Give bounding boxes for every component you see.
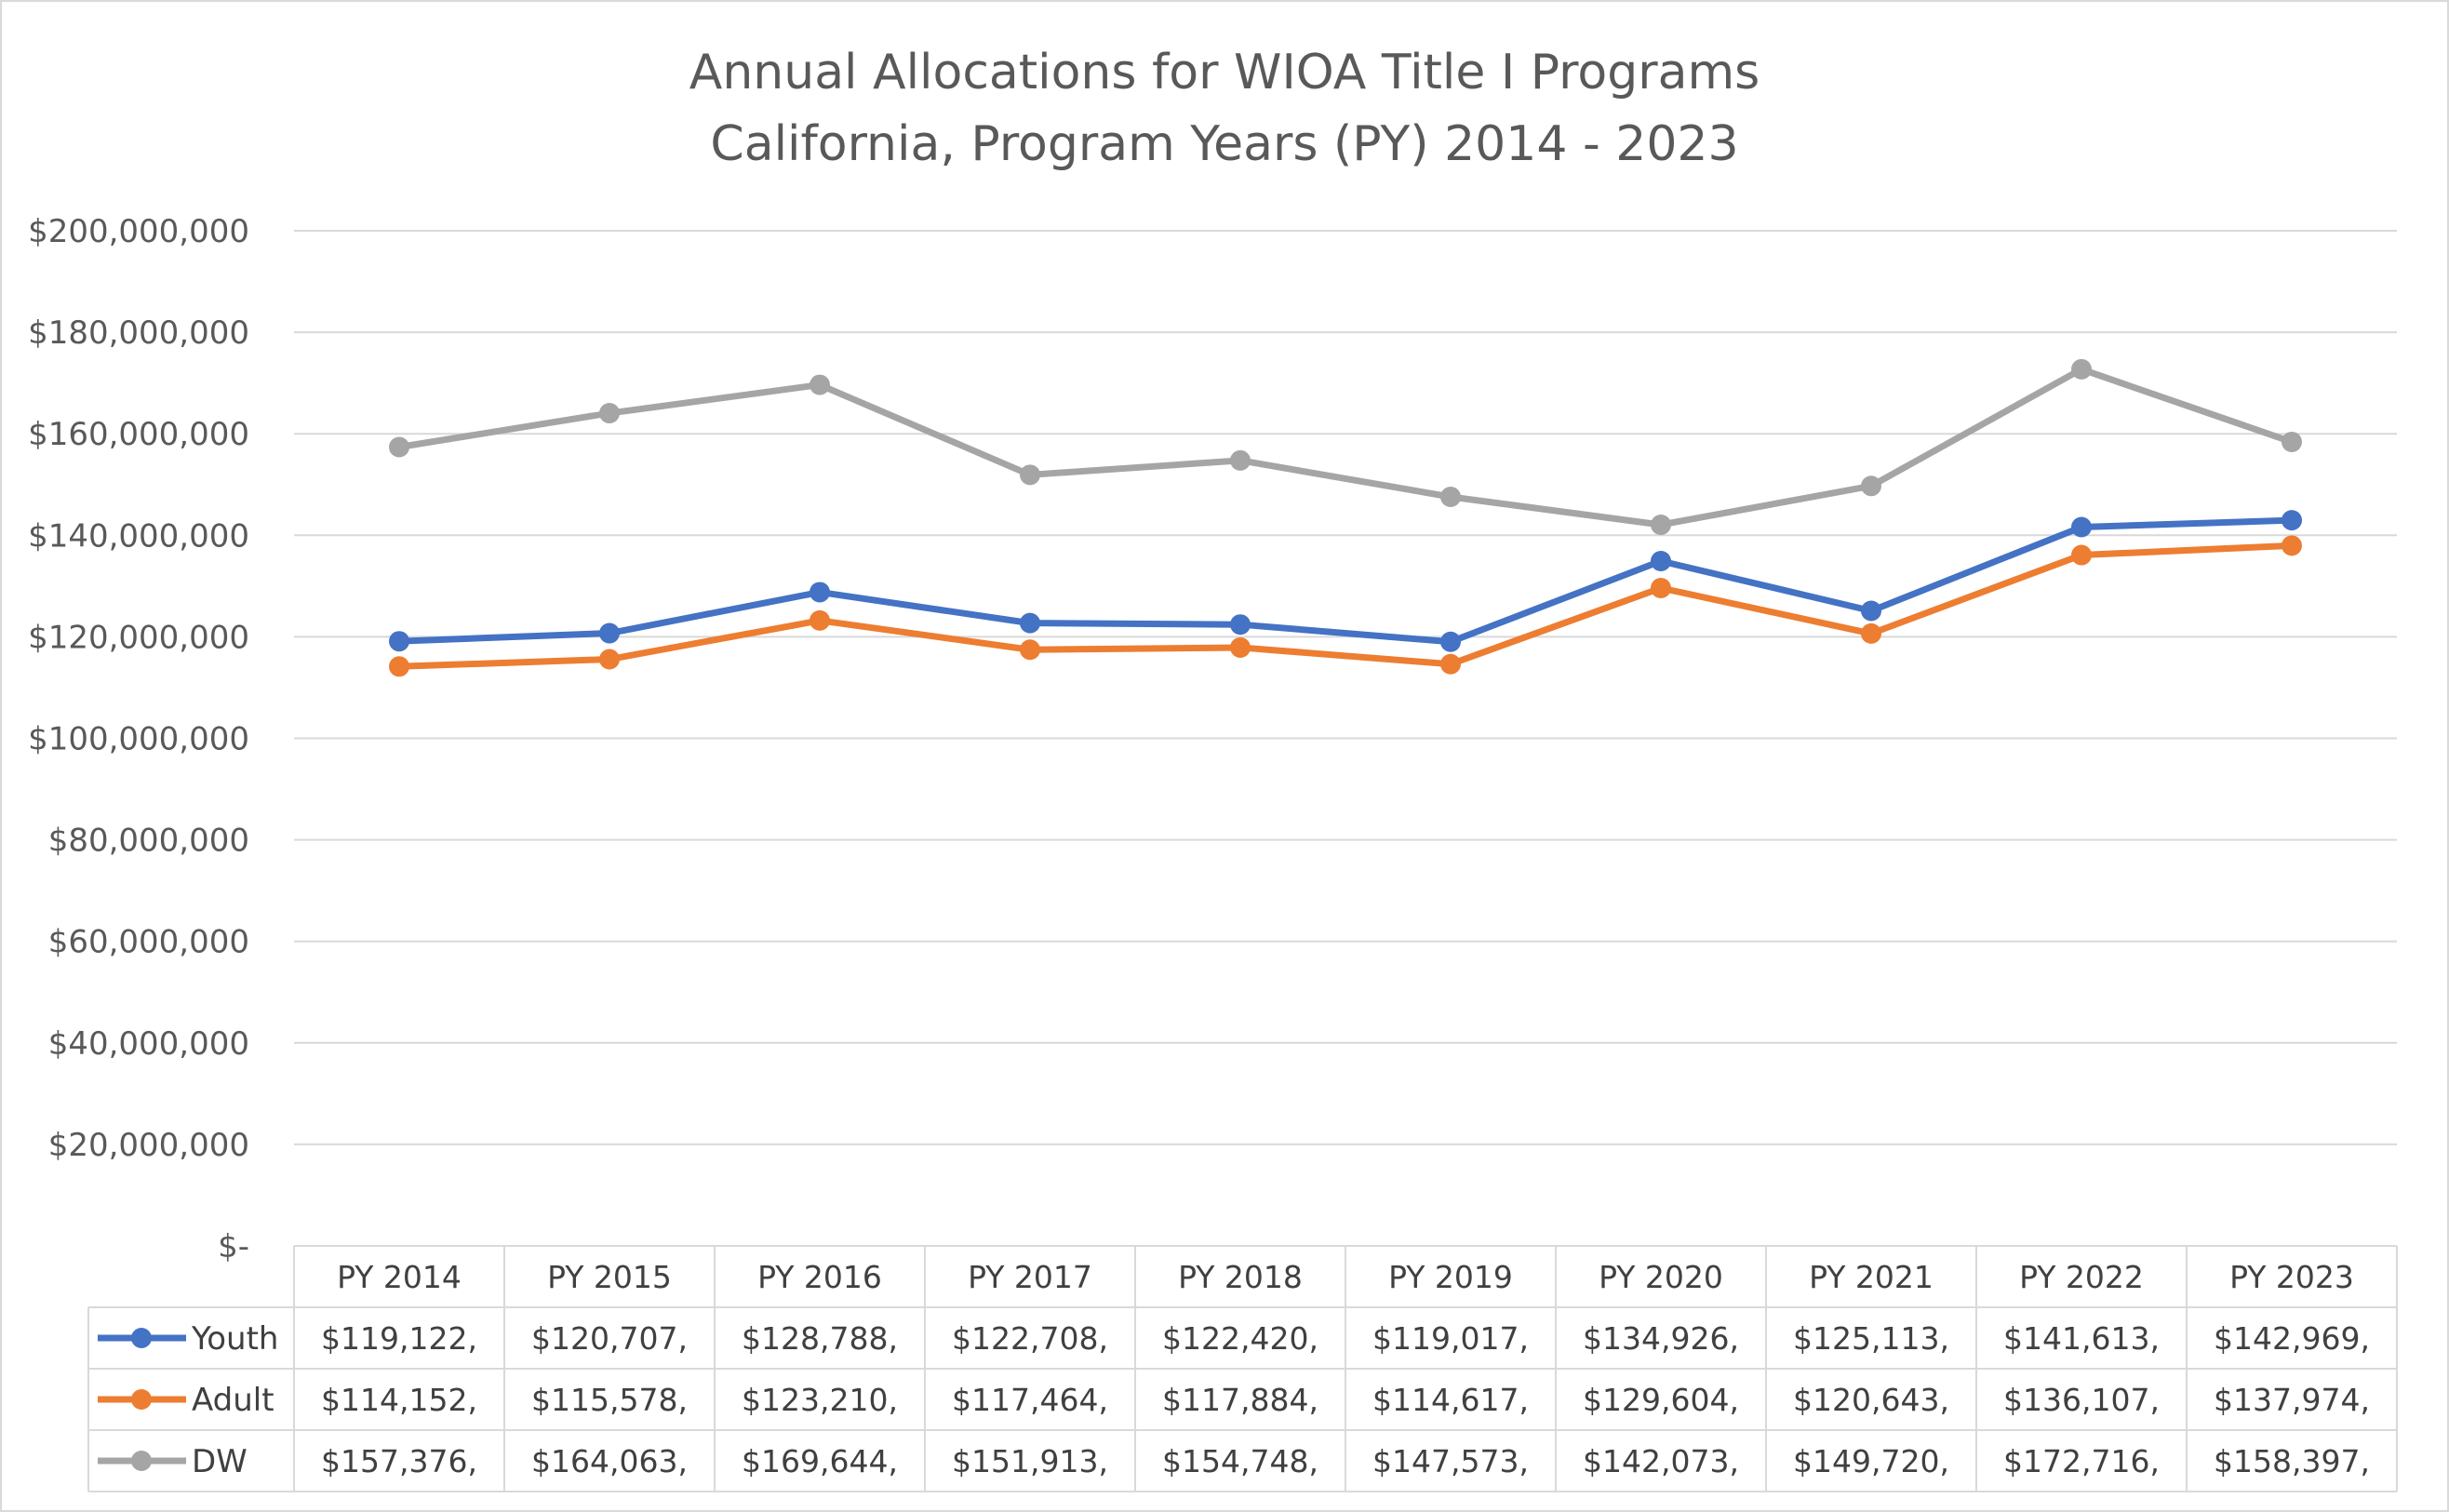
table-cell: $141,613, bbox=[2003, 1320, 2160, 1357]
table-cell: $120,707, bbox=[531, 1320, 688, 1357]
data-point-dw bbox=[1020, 464, 1040, 486]
data-point-adult bbox=[599, 649, 620, 670]
table-cell: $147,573, bbox=[1372, 1443, 1529, 1479]
series-line-dw bbox=[395, 366, 2295, 529]
table-cell: $128,788, bbox=[742, 1320, 898, 1357]
x-tick-label: PY 2020 bbox=[1599, 1259, 1723, 1295]
data-point-dw bbox=[1651, 514, 1671, 535]
data-point-dw bbox=[599, 403, 620, 424]
table-cell: $134,926, bbox=[1583, 1320, 1739, 1357]
chart-subtitle: California, Program Years (PY) 2014 - 20… bbox=[710, 116, 1738, 172]
data-point-dw bbox=[1861, 475, 1881, 497]
y-tick-label: $140,000,000 bbox=[28, 517, 249, 555]
y-tick-label: $- bbox=[218, 1228, 249, 1265]
data-point-youth bbox=[810, 582, 830, 603]
data-point-adult bbox=[1861, 622, 1881, 644]
table-cell: $169,644, bbox=[742, 1443, 898, 1479]
y-tick-label: $200,000,000 bbox=[28, 213, 249, 250]
table-cell: $125,113, bbox=[1793, 1320, 1949, 1357]
table-cell: $122,708, bbox=[952, 1320, 1108, 1357]
data-point-youth bbox=[1440, 631, 1461, 652]
data-point-adult bbox=[1230, 636, 1251, 658]
table-cell: $117,884, bbox=[1162, 1382, 1318, 1418]
data-point-adult bbox=[810, 609, 830, 631]
x-tick-label: PY 2015 bbox=[547, 1259, 672, 1295]
table-cell: $164,063, bbox=[531, 1443, 688, 1479]
data-point-adult bbox=[2282, 535, 2302, 556]
table-cell: $154,748, bbox=[1162, 1443, 1318, 1479]
table-cell: $157,376, bbox=[321, 1443, 477, 1479]
data-point-youth bbox=[1651, 550, 1671, 571]
data-point-youth bbox=[1020, 612, 1040, 634]
data-point-dw bbox=[1230, 449, 1251, 471]
table-cell: $115,578, bbox=[531, 1382, 688, 1418]
table-cell: $172,716, bbox=[2003, 1443, 2160, 1479]
series-lines bbox=[389, 358, 2302, 677]
data-point-adult bbox=[2071, 544, 2092, 566]
y-axis-tick-labels: $- $20,000,000 $40,000,000 $60,000,000 $80,0… bbox=[28, 213, 249, 1265]
data-table: PY 2014 PY 2015 PY 2016 PY 2017 PY 2018 PY 20… bbox=[87, 1245, 2398, 1492]
y-tick-label: $180,000,000 bbox=[28, 314, 249, 352]
x-tick-label: PY 2022 bbox=[2019, 1259, 2144, 1295]
y-tick-label: $120,000,000 bbox=[28, 619, 249, 656]
y-tick-label: $100,000,000 bbox=[28, 721, 249, 758]
x-tick-label: PY 2023 bbox=[2229, 1259, 2354, 1295]
table-cell: $117,464, bbox=[952, 1382, 1108, 1418]
gridlines bbox=[294, 230, 2397, 1145]
table-cell: $137,974, bbox=[2214, 1382, 2370, 1418]
data-point-youth bbox=[2071, 516, 2092, 538]
table-cell: $158,397, bbox=[2214, 1443, 2370, 1479]
data-point-youth bbox=[599, 622, 620, 644]
series-line-adult bbox=[395, 542, 2295, 670]
x-tick-label: PY 2021 bbox=[1809, 1259, 1934, 1295]
data-point-youth bbox=[2282, 510, 2302, 531]
table-cell: $142,969, bbox=[2214, 1320, 2370, 1357]
y-tick-label: $160,000,000 bbox=[28, 416, 249, 453]
table-cell: $114,617, bbox=[1372, 1382, 1529, 1418]
x-tick-label: PY 2014 bbox=[337, 1259, 462, 1295]
data-point-youth bbox=[389, 631, 409, 652]
x-tick-label: PY 2019 bbox=[1388, 1259, 1513, 1295]
legend-swatch-marker bbox=[131, 1451, 152, 1471]
table-cell: $114,152, bbox=[321, 1382, 477, 1418]
legend-label: DW bbox=[192, 1443, 248, 1480]
table-cell: $119,122, bbox=[321, 1320, 477, 1357]
table-cell: $129,604, bbox=[1583, 1382, 1739, 1418]
table-cell: $136,107, bbox=[2003, 1382, 2160, 1418]
table-cell: $142,073, bbox=[1583, 1443, 1739, 1479]
data-point-adult bbox=[1651, 578, 1671, 599]
legend-swatch-marker bbox=[131, 1328, 152, 1348]
data-point-dw bbox=[2071, 358, 2092, 380]
table-cell: $120,643, bbox=[1793, 1382, 1949, 1418]
table-cell: $151,913, bbox=[952, 1443, 1108, 1479]
table-cell: $122,420, bbox=[1162, 1320, 1318, 1357]
x-tick-label: PY 2016 bbox=[757, 1259, 882, 1295]
y-tick-label: $40,000,000 bbox=[48, 1025, 249, 1063]
legend-label: Adult bbox=[192, 1382, 274, 1419]
data-point-dw bbox=[810, 374, 830, 395]
data-point-dw bbox=[389, 436, 409, 458]
data-point-youth bbox=[1861, 600, 1881, 622]
data-point-adult bbox=[389, 656, 409, 677]
data-point-youth bbox=[1230, 614, 1251, 636]
table-cell: $149,720, bbox=[1793, 1443, 1949, 1479]
legend-label: Youth bbox=[191, 1320, 278, 1358]
data-point-dw bbox=[2282, 431, 2302, 452]
y-tick-label: $80,000,000 bbox=[48, 823, 249, 860]
table-cell: $119,017, bbox=[1372, 1320, 1529, 1357]
x-tick-label: PY 2017 bbox=[968, 1259, 1092, 1295]
data-point-dw bbox=[1440, 486, 1461, 507]
chart-title: Annual Allocations for WIOA Title I Prog… bbox=[689, 45, 1760, 100]
legend-swatch-marker bbox=[131, 1389, 152, 1410]
x-tick-label: PY 2018 bbox=[1178, 1259, 1303, 1295]
data-point-adult bbox=[1440, 653, 1461, 675]
y-tick-label: $20,000,000 bbox=[48, 1127, 249, 1164]
y-tick-label: $60,000,000 bbox=[48, 924, 249, 961]
table-cell: $123,210, bbox=[742, 1382, 898, 1418]
series-line-youth bbox=[395, 516, 2295, 646]
data-point-adult bbox=[1020, 639, 1040, 661]
